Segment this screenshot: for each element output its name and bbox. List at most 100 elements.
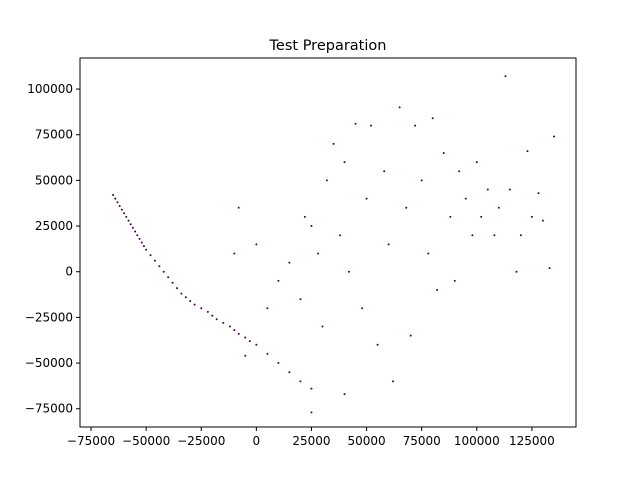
data-point [515,270,518,273]
data-point [431,117,434,120]
data-point [317,252,320,255]
data-point [493,234,496,237]
data-point [471,234,474,237]
data-point [123,212,126,215]
data-point [255,343,258,346]
data-point [255,243,258,246]
data-point [442,151,445,154]
data-point [530,215,533,218]
data-point [171,281,174,284]
data-point [233,252,236,255]
data-point [398,106,401,109]
data-point [369,124,372,127]
data-point [288,261,291,264]
data-point [541,219,544,222]
x-tick-label: 100000 [454,434,500,448]
data-point [480,215,483,218]
x-tick-label: −75000 [67,434,115,448]
data-point [277,279,280,282]
data-point [449,215,452,218]
data-point [548,267,551,270]
data-point [112,194,115,196]
data-point [519,234,522,237]
data-point [200,307,203,310]
data-point [189,299,192,302]
data-point [153,259,156,262]
data-point [414,124,417,127]
data-point [392,380,395,383]
scatter-points [112,75,555,414]
data-point [222,321,225,324]
data-point [237,206,240,209]
data-point [387,243,390,246]
data-point [116,201,119,204]
x-tick-label: 125000 [509,434,555,448]
data-point [420,179,423,182]
data-point [453,279,456,282]
data-point [354,122,357,125]
y-tick-label: 25000 [35,219,73,233]
data-point [508,188,511,191]
data-point [228,325,231,328]
data-point [162,270,165,273]
data-point [486,188,489,191]
data-point [206,310,209,313]
data-point [409,334,412,337]
data-point [288,371,291,374]
data-point [310,411,313,414]
data-point [127,219,130,222]
data-point [145,248,148,251]
data-point [158,265,161,268]
data-point [244,354,247,357]
data-point [504,75,507,78]
data-point [131,226,134,229]
data-point [167,276,170,279]
chart-title: Test Preparation [269,38,387,54]
data-point [193,303,196,306]
y-tick-label: −50000 [25,356,73,370]
data-point [436,289,439,291]
data-point [118,204,121,207]
y-tick-label: 75000 [35,128,73,142]
data-point [211,314,214,317]
x-tick-label: 25000 [292,434,330,448]
y-tick-label: −25000 [25,310,73,324]
y-tick-label: −75000 [25,402,73,416]
data-point [184,296,187,299]
data-point [114,197,117,200]
data-point [343,393,346,396]
data-point [266,352,269,355]
data-point [233,329,236,332]
data-point [552,135,555,138]
data-point [215,318,218,321]
data-point [134,230,137,233]
data-point [310,225,313,228]
data-point [310,387,313,390]
data-point [497,206,500,209]
data-point [138,237,141,240]
data-point [136,234,139,237]
data-point [343,161,346,164]
y-axis: −75000 −50000 −25000 0 25000 50000 75000 100000 [25,82,80,416]
x-tick-label: −50000 [122,434,170,448]
data-point [129,223,132,226]
data-point [325,179,328,182]
data-point [244,336,247,339]
x-tick-label: 0 [253,434,261,448]
data-point [299,380,302,383]
data-point [248,340,251,343]
data-point [475,161,478,164]
y-tick-label: 0 [65,265,73,279]
data-point [537,192,540,195]
data-point [339,234,342,237]
data-point [237,332,240,335]
data-point [125,215,128,218]
data-point [321,325,324,328]
data-point [277,362,280,365]
data-point [176,287,178,290]
data-point [120,208,123,211]
data-point [365,197,368,200]
x-tick-label: 75000 [403,434,441,448]
data-point [464,197,467,200]
y-tick-label: 100000 [27,82,73,96]
